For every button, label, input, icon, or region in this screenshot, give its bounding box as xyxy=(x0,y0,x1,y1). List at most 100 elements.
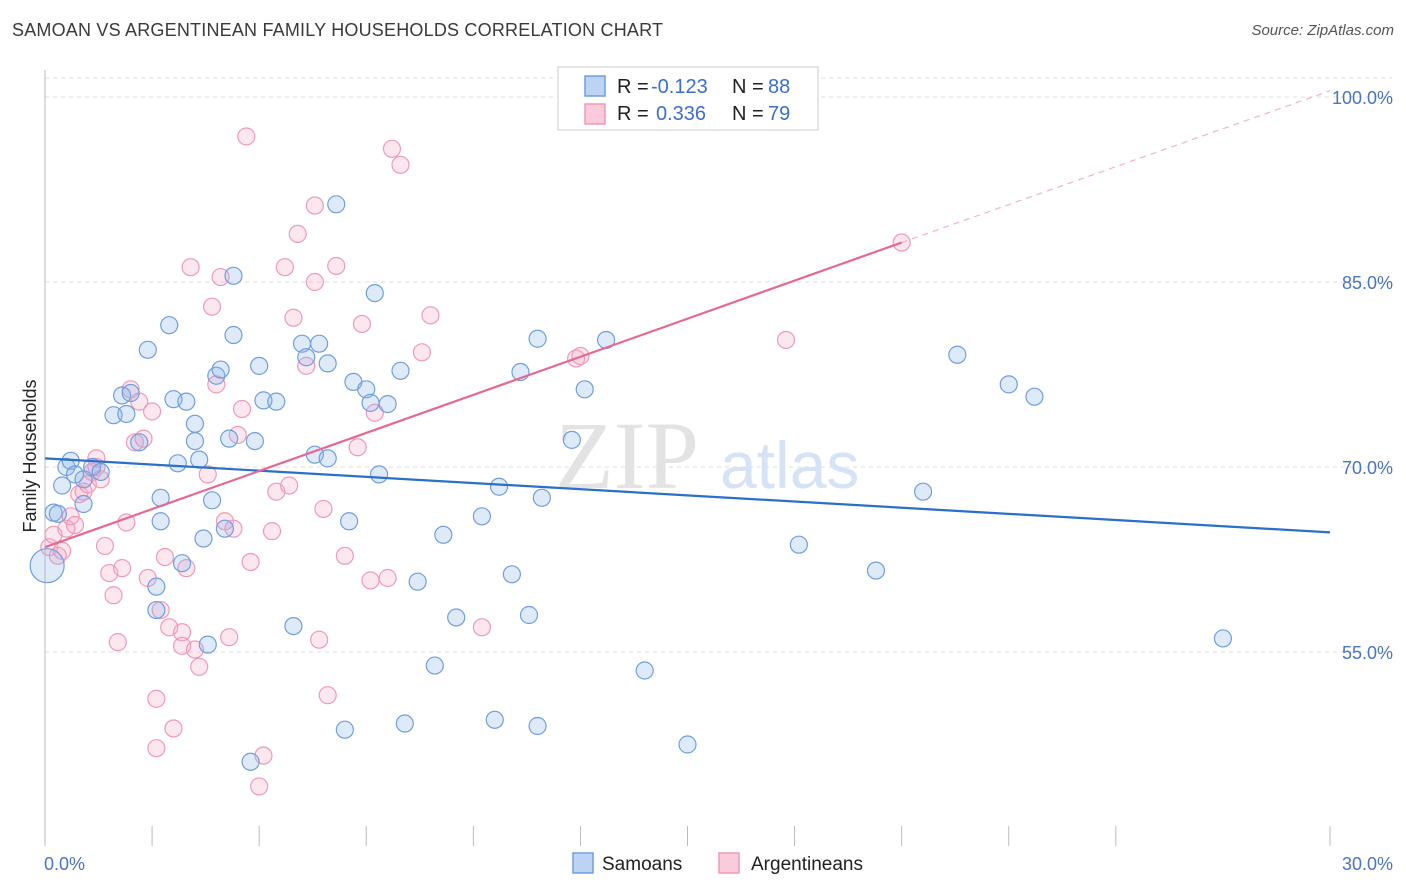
samoan-point xyxy=(224,266,243,285)
samoan-point xyxy=(635,661,654,680)
samoan-point xyxy=(340,512,359,531)
samoan-point xyxy=(151,512,170,531)
samoan-point xyxy=(502,565,521,584)
samoan-point xyxy=(185,432,205,451)
y-tick-label-100: 100.0% xyxy=(1332,88,1393,108)
samoan-point xyxy=(948,345,967,364)
samoan-point xyxy=(198,635,217,654)
legend-swatch-samoans xyxy=(584,75,606,97)
legend-r-value-1: -0.123 xyxy=(651,76,708,98)
samoan-point xyxy=(297,348,316,367)
samoan-point xyxy=(74,494,93,514)
samoan-point xyxy=(177,392,196,411)
samoan-point xyxy=(65,465,85,484)
samoan-point xyxy=(220,429,239,448)
samoan-point xyxy=(532,488,551,507)
argentinean-point xyxy=(220,628,239,647)
samoan-point xyxy=(365,284,384,303)
y-tick-label-70: 70.0% xyxy=(1342,458,1393,478)
samoan-point xyxy=(528,716,547,736)
argentinean-point xyxy=(421,306,440,325)
argentinean-point xyxy=(155,547,175,567)
argentinean-point xyxy=(211,267,230,287)
samoan-point xyxy=(138,340,157,359)
x-tick-label-start: 0.0% xyxy=(44,854,85,874)
argentinean-point xyxy=(280,476,299,495)
samoan-point xyxy=(378,395,397,414)
legend-swatch-argentineans xyxy=(584,103,606,125)
samoans-points xyxy=(29,195,1233,771)
argentinean-point xyxy=(202,297,222,316)
bottom-swatch-samoans xyxy=(572,852,594,874)
samoan-point xyxy=(866,561,886,580)
argentinean-point xyxy=(190,657,209,676)
y-axis-title: Family Households xyxy=(20,379,40,532)
source-credit: Source: ZipAtlas.com xyxy=(1251,22,1394,39)
argentinean-point xyxy=(112,559,132,578)
samoan-point xyxy=(224,325,243,345)
argentineans-points xyxy=(40,127,911,796)
legend-r-label-2: R = xyxy=(617,103,649,125)
samoan-point xyxy=(391,361,410,380)
series-legend: Samoans Argentineans xyxy=(572,852,863,875)
argentinean-point xyxy=(327,256,346,276)
argentinean-point xyxy=(147,739,166,758)
samoan-point xyxy=(147,577,166,596)
argentinean-point xyxy=(310,630,329,649)
argentinean-point xyxy=(104,586,123,605)
samoan-point xyxy=(29,548,65,584)
y-tick-label-55: 55.0% xyxy=(1342,643,1393,663)
samoan-point xyxy=(575,380,594,399)
samoan-point xyxy=(335,720,354,739)
argentinean-point xyxy=(181,258,200,277)
samoan-point xyxy=(284,616,303,636)
bottom-swatch-argentineans xyxy=(718,852,740,874)
samoan-point xyxy=(190,450,209,469)
argentinean-point xyxy=(108,633,127,652)
samoan-point xyxy=(1025,387,1044,406)
samoan-point xyxy=(130,433,149,452)
argentinean-point xyxy=(117,513,136,532)
argentinean-point xyxy=(198,465,217,484)
samoan-point xyxy=(318,449,337,468)
samoan-point xyxy=(562,430,581,449)
argentinean-point xyxy=(53,541,72,560)
argentinean-point xyxy=(378,568,397,588)
chart-title: SAMOAN VS ARGENTINEAN FAMILY HOUSEHOLDS … xyxy=(12,20,664,40)
samoan-point xyxy=(185,414,205,433)
samoan-point xyxy=(425,656,444,675)
samoan-point xyxy=(74,470,93,489)
argentinean-point xyxy=(318,686,337,705)
argentinean-point xyxy=(262,522,282,541)
argentinean-point xyxy=(95,536,115,556)
trend-lines xyxy=(44,90,1331,549)
legend-n-label-1: N = xyxy=(732,76,764,98)
legend-r-value-2: 0.336 xyxy=(656,103,706,125)
argentinean-point xyxy=(348,438,367,457)
argentinean-point xyxy=(361,571,380,590)
argentinean-point xyxy=(776,330,796,350)
samoan-point xyxy=(913,482,933,501)
samoan-point xyxy=(489,477,509,496)
legend-n-label-2: N = xyxy=(732,103,764,125)
correlation-legend: R = -0.123 N = 88 R = 0.336 N = 79 xyxy=(557,66,819,131)
samoan-point xyxy=(361,393,380,412)
samoan-point xyxy=(168,454,187,473)
samoan-point xyxy=(254,391,273,410)
argentinean-point xyxy=(314,499,333,519)
argentinean-point xyxy=(382,139,402,158)
samoan-point xyxy=(395,714,414,733)
bottom-legend-samoans: Samoans xyxy=(602,854,682,875)
argentinean-point xyxy=(237,127,256,146)
samoan-point xyxy=(678,735,697,754)
samoan-point xyxy=(245,432,264,451)
argentinean-point xyxy=(284,308,303,327)
samoan-point xyxy=(408,572,427,591)
samoan-point xyxy=(447,608,466,627)
samoan-point xyxy=(310,334,329,353)
axes xyxy=(44,70,1331,846)
argentineans-trend-line xyxy=(44,241,903,549)
argentinean-point xyxy=(164,719,183,738)
legend-n-value-2: 79 xyxy=(768,103,790,125)
argentinean-point xyxy=(365,403,384,422)
